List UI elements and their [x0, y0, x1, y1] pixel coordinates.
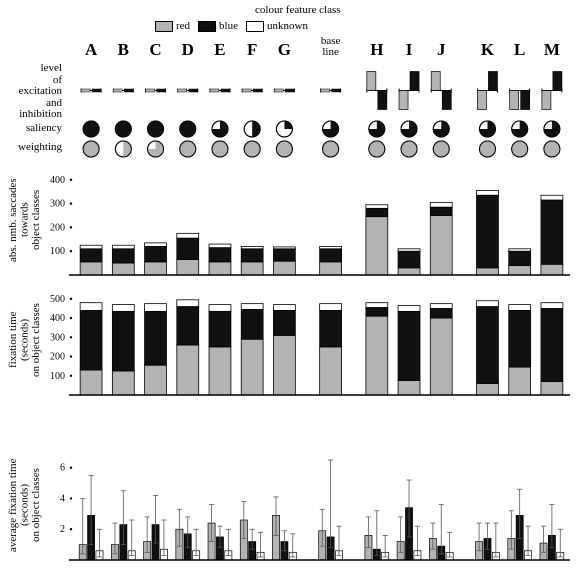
condition-label: A [85, 40, 97, 60]
panel-excitation [0, 63, 579, 118]
svg-text:200: 200 [50, 352, 65, 363]
svg-text:400: 400 [50, 175, 65, 186]
legend-title: colour feature class [255, 4, 341, 16]
svg-text:300: 300 [50, 332, 65, 343]
condition-label: B [118, 40, 129, 60]
condition-label: K [481, 40, 494, 60]
panel-avgfix: 2 4 6 [0, 430, 579, 580]
legend-row: red blue unknown [155, 20, 475, 32]
condition-label: M [544, 40, 560, 60]
condition-label: I [406, 40, 413, 60]
panel-saccades: 100 200 300 400 [0, 165, 579, 280]
condition-label: H [370, 40, 383, 60]
condition-label: L [514, 40, 525, 60]
svg-text:100: 100 [50, 371, 65, 382]
svg-text:2: 2 [60, 524, 65, 535]
condition-label: baseline [321, 36, 341, 58]
svg-text:200: 200 [50, 222, 65, 233]
svg-text:400: 400 [50, 313, 65, 324]
svg-text:4: 4 [60, 493, 65, 504]
svg-text:6: 6 [60, 463, 65, 474]
panel-fixtime: 100 200 300 400 500 [0, 285, 579, 400]
condition-label: C [149, 40, 161, 60]
condition-label: G [278, 40, 291, 60]
legend-label: blue [219, 20, 238, 32]
condition-label: D [182, 40, 194, 60]
legend-label: red [176, 20, 190, 32]
svg-text:300: 300 [50, 199, 65, 210]
condition-label: E [214, 40, 225, 60]
panel-pies [0, 120, 579, 160]
svg-text:500: 500 [50, 294, 65, 305]
condition-label: F [247, 40, 257, 60]
svg-text:100: 100 [50, 246, 65, 257]
legend-label: unknown [267, 20, 308, 32]
condition-label: J [437, 40, 446, 60]
